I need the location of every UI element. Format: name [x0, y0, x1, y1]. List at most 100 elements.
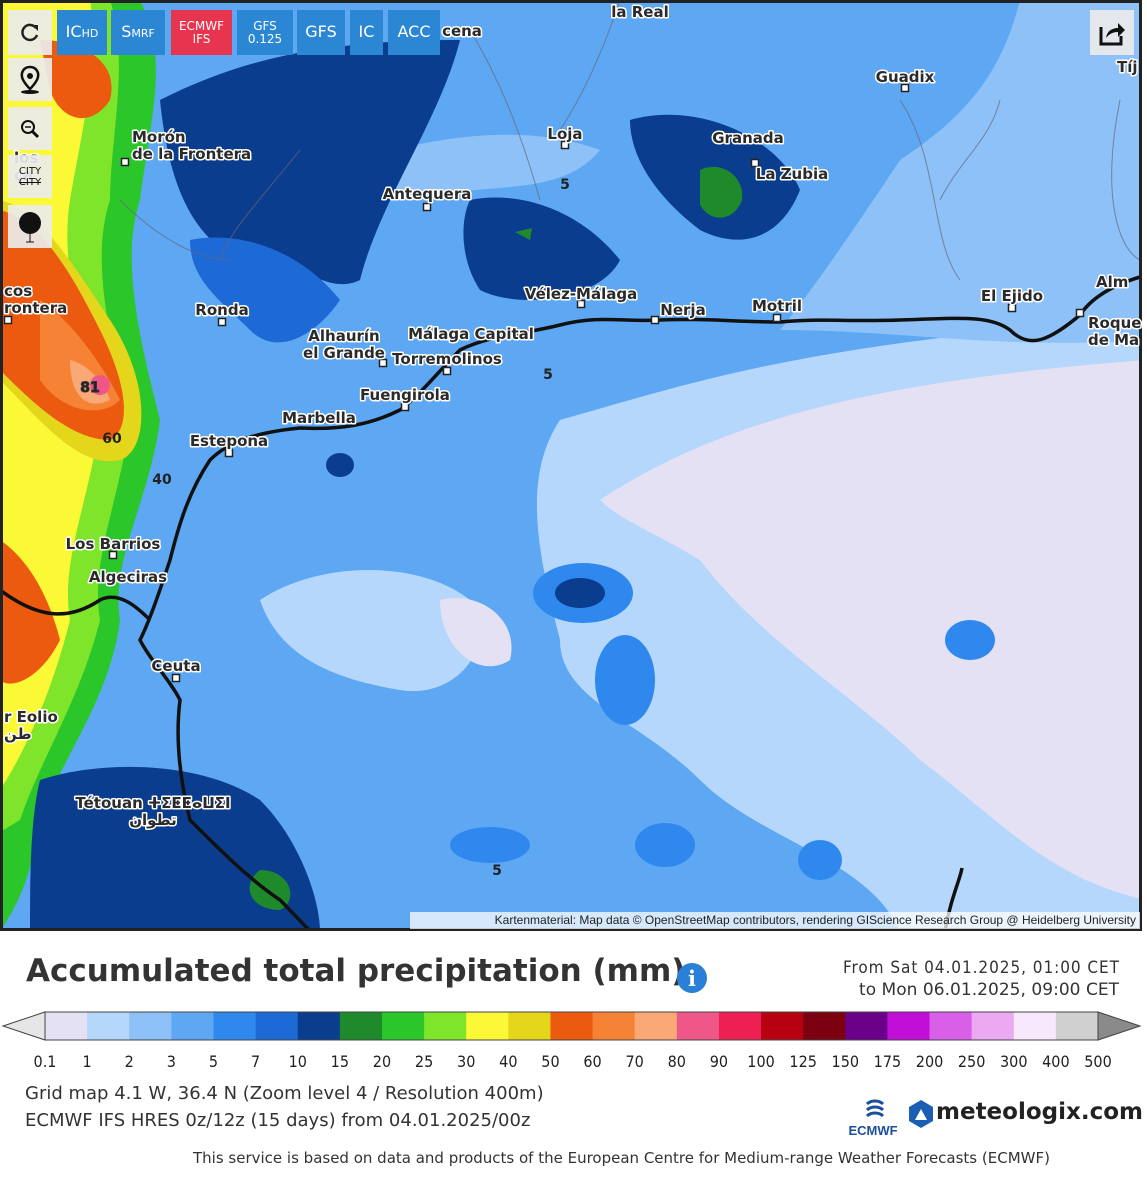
city-label: de Ma: [1088, 331, 1139, 349]
city-toggle-label: CITY: [18, 176, 42, 188]
city-label: Guadix: [876, 68, 935, 86]
legend-swatch: [718, 1012, 762, 1040]
legend-tick-label: 100: [747, 1052, 774, 1071]
button-sublabel: 0.125: [247, 31, 283, 46]
city-label: طن: [4, 725, 32, 743]
city-label: Marbella: [282, 409, 356, 427]
city-marker: [120, 157, 130, 167]
legend-swatch: [171, 1012, 214, 1040]
button-label-row: IC: [359, 23, 375, 41]
city-marker: [576, 299, 586, 309]
brand: meteologix.com: [936, 1099, 1143, 1125]
period-from: From Sat 04.01.2025, 01:00 CET: [843, 958, 1120, 978]
city-label: Motril: [752, 297, 802, 315]
city-label: Estepona: [190, 432, 268, 450]
legend-tick-label: 250: [958, 1052, 985, 1071]
legend-arrow-high: [1097, 1011, 1142, 1041]
model-button[interactable]: IC: [350, 10, 383, 55]
legend-tick-label: 70: [626, 1052, 644, 1071]
legend-swatch: [255, 1012, 299, 1040]
legend-title: Accumulated total precipitation (mm): [26, 953, 685, 989]
contour-label: 60: [102, 431, 122, 447]
city-marker: [224, 448, 234, 458]
legend-tick-label: 40: [499, 1052, 517, 1071]
button-label-row: SMRF: [121, 22, 155, 42]
button-sublabel: IFS: [192, 31, 211, 46]
model-button[interactable]: ICHD: [57, 10, 107, 55]
contour-label: 40: [152, 472, 172, 488]
city-label: Vélez-Málaga: [525, 285, 637, 303]
contour-label: 5: [492, 863, 502, 879]
legend-swatch: [129, 1012, 172, 1040]
model-button[interactable]: ECMWF IFS: [171, 10, 232, 55]
city-marker: [217, 317, 227, 327]
legend-tick-label: 200: [916, 1052, 943, 1071]
city-label: Nerja: [660, 301, 705, 319]
city-label: de la Frontera: [132, 145, 251, 163]
legend-tick-label: 60: [583, 1052, 601, 1071]
zoom-button[interactable]: [8, 107, 52, 150]
city-marker: [442, 366, 452, 376]
city-label: cena: [442, 22, 482, 40]
refresh-button[interactable]: [8, 10, 52, 55]
legend-tick-label: 3: [167, 1052, 176, 1071]
model-button[interactable]: ACC: [388, 10, 440, 55]
button-label-row: ECMWF: [179, 20, 224, 33]
balloon-button[interactable]: [8, 205, 52, 248]
legend-tick-label: 500: [1084, 1052, 1111, 1071]
model-button[interactable]: SMRF: [111, 10, 165, 55]
city-label: la Real: [611, 3, 668, 21]
city-label: El Ejido: [981, 287, 1043, 305]
share-button[interactable]: [1090, 10, 1134, 55]
attribution: Kartenmaterial: Map data © OpenStreetMap…: [495, 913, 1136, 927]
city-label: Ceuta: [151, 657, 200, 675]
legend-tick-label: 300: [1000, 1052, 1027, 1071]
city-marker: [1007, 303, 1017, 313]
city-label: Torremolinos: [392, 350, 502, 368]
legend-tick-label: 5: [209, 1052, 218, 1071]
ecmwf-logo: ECMWF: [848, 1099, 898, 1138]
city-label: r Eolio: [4, 708, 58, 726]
city-label: Alhaurín: [308, 327, 379, 345]
legend-swatch: [87, 1012, 130, 1040]
legend-arrow-low: [1, 1011, 46, 1041]
city-toggle[interactable]: CITY CITY: [8, 155, 52, 198]
city-label: Tétouan ⵜⵉⵟⵟⴰⵡⵉⵏ: [75, 794, 230, 812]
legend-swatch: [508, 1012, 551, 1040]
legend-tick-label: 7: [251, 1052, 260, 1071]
city-label: Roque: [1088, 314, 1141, 332]
zoom-icon: [21, 119, 40, 138]
colorbar-frame: [44, 1011, 1099, 1041]
legend-tick-label: 150: [832, 1052, 859, 1071]
period-to: to Mon 06.01.2025, 09:00 CET: [859, 980, 1120, 1000]
legend-tick-label: 80: [668, 1052, 686, 1071]
button-label: S: [121, 22, 132, 42]
legend-swatch: [592, 1012, 636, 1040]
legend-tick-label: 15: [331, 1052, 349, 1071]
city-marker: [900, 83, 910, 93]
city-marker: [1075, 308, 1085, 318]
legend-swatch: [803, 1012, 846, 1040]
attribution-bg: [410, 912, 1140, 929]
legend-swatch: [929, 1012, 973, 1040]
city-label: Algeciras: [89, 568, 167, 586]
button-label-row: ACC: [397, 23, 430, 41]
city-label: Antequera: [383, 185, 472, 203]
share-icon: [1099, 22, 1125, 45]
button-label-row: ICHD: [66, 23, 99, 41]
city-label: تطوان: [129, 811, 177, 829]
legend-swatch: [887, 1012, 931, 1040]
legend-swatch: [761, 1012, 804, 1040]
legend-swatch: [381, 1012, 425, 1040]
legend-swatch: [45, 1012, 88, 1040]
model-button[interactable]: GFS 0.125: [237, 10, 293, 55]
balloon-icon: [19, 211, 41, 242]
legend-tick-label: 125: [789, 1052, 816, 1071]
info-icon[interactable]: i: [677, 963, 707, 993]
city-label: cos: [4, 282, 32, 300]
legend-swatch: [1013, 1012, 1057, 1040]
model-button[interactable]: GFS: [297, 10, 345, 55]
location-button[interactable]: [8, 58, 52, 101]
brand-icon: [909, 1100, 933, 1128]
